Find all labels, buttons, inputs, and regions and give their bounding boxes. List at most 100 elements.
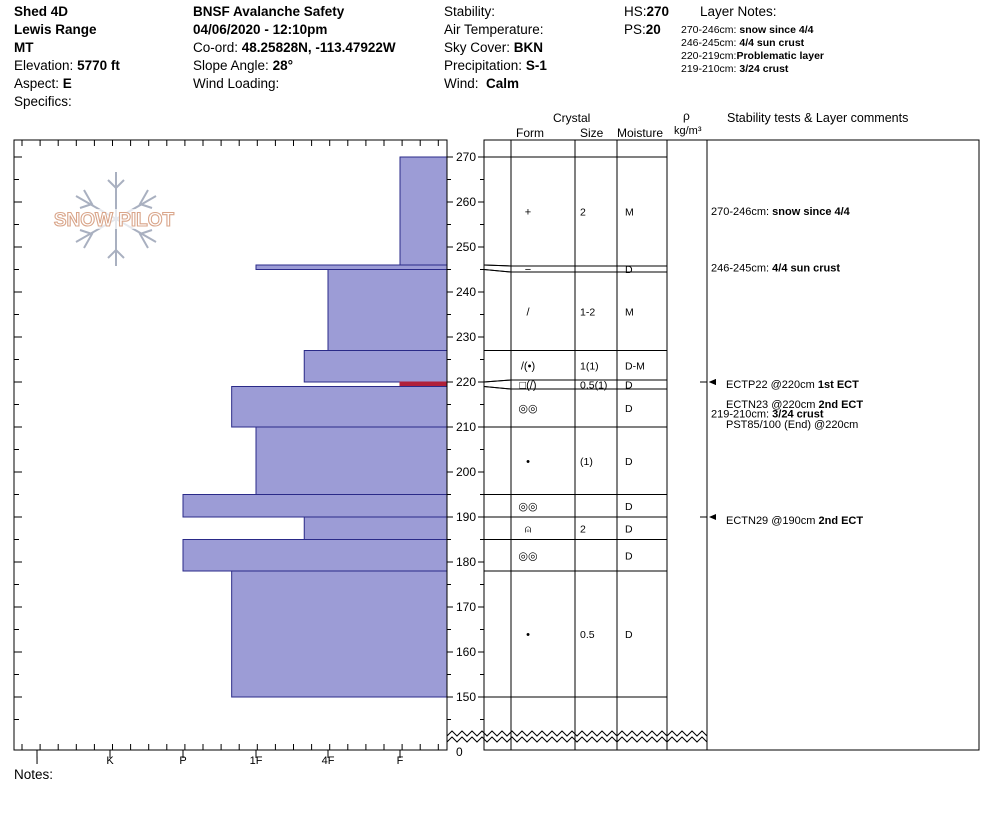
aspect-label: Aspect:: [14, 76, 60, 91]
crystal-size: 1(1): [580, 360, 599, 372]
layer-note-text: 3/24 crust: [739, 63, 789, 75]
coord-value: 48.25828N, -113.47922W: [241, 40, 396, 55]
range-name: Lewis Range: [14, 22, 97, 37]
aspect: Aspect: E: [14, 75, 72, 93]
moisture-value: D: [625, 403, 633, 415]
hs-value: 270: [646, 4, 670, 19]
depth-tick-label: 230: [456, 330, 476, 344]
crystal-size: 2: [580, 523, 586, 535]
hardness-bar: [303, 516, 448, 540]
crystal-form: −: [525, 264, 531, 276]
slope-value: 28°: [272, 58, 293, 73]
depth-tick-label: 180: [456, 555, 476, 569]
depth-tick-label: 210: [456, 420, 476, 434]
hardness-bar: [327, 269, 448, 351]
row-connector: [483, 264, 512, 267]
rho-header: ρ: [683, 109, 690, 123]
stability-test: ECTN29 @190cm 2nd ECT: [726, 515, 863, 527]
crystal-form: □(/): [519, 380, 536, 392]
depth-tick-label: 190: [456, 510, 476, 524]
hardness-bar: [303, 350, 448, 383]
coord-label: Co-ord:: [193, 40, 239, 55]
slope-angle: Slope Angle: 28°: [193, 57, 293, 75]
moisture-header: Moisture: [617, 126, 664, 140]
crystal-header: Crystal: [553, 111, 591, 125]
layer-note-text: Problematic layer: [736, 50, 824, 62]
ps-label: PS:: [624, 22, 646, 37]
layer-comment: 219-210cm: 3/24 crust: [711, 409, 824, 421]
layer-note-text: snow since 4/4: [739, 24, 814, 36]
moisture-value: D: [625, 264, 633, 276]
depth-tick-label: 160: [456, 645, 476, 659]
hardness-tick-label: K: [106, 755, 114, 767]
layer-comment: 270-246cm: snow since 4/4: [711, 206, 851, 218]
specifics-label: Specifics:: [14, 94, 72, 109]
depth-tick-label: 270: [456, 150, 476, 164]
layer-note-range: 220-219cm:: [681, 50, 737, 62]
crystal-table-frame: [483, 139, 708, 751]
stability-test-label: 1st ECT: [818, 379, 859, 391]
layer-comment-text: snow since 4/4: [772, 206, 851, 218]
moisture-value: M: [625, 207, 634, 219]
arrow-icon: [709, 379, 716, 385]
moisture-value: D: [625, 629, 633, 641]
layer-note: 246-245cm: 4/4 sun crust: [681, 37, 804, 50]
layer-note-range: 219-210cm:: [681, 63, 737, 75]
hardness-tick-label: P: [179, 755, 186, 767]
crystal-size: (1): [580, 456, 593, 468]
stability-test: PST85/100 (End) @220cm: [726, 419, 858, 431]
moisture-value: D: [625, 550, 633, 562]
crystal-form: ⍝: [525, 523, 532, 535]
moisture-value: D: [625, 456, 633, 468]
stability-test-label: 2nd ECT: [818, 399, 863, 411]
elevation-value: 5770 ft: [77, 58, 120, 73]
precipitation: Precipitation: S-1: [444, 57, 547, 75]
precip-label: Precipitation:: [444, 58, 523, 73]
hardness-bar: [182, 539, 448, 572]
crystal-form: /(•): [521, 360, 535, 372]
moisture-value: D: [625, 501, 633, 513]
size-header: Size: [580, 126, 604, 140]
wind: Wind: Calm: [444, 75, 519, 93]
crystal-form: ◎◎: [518, 403, 537, 415]
site-name: Shed 4D: [14, 4, 69, 19]
hardness-bar: [255, 264, 448, 270]
moisture-value: D: [625, 523, 633, 535]
layer-note: 219-210cm: 3/24 crust: [681, 63, 788, 76]
comments-frame: [706, 139, 980, 751]
depth-tick-label: 220: [456, 375, 476, 389]
layer-notes-label: Layer Notes:: [700, 4, 777, 19]
layer-note: 270-246cm: snow since 4/4: [681, 24, 814, 37]
coordinates: Co-ord: 48.25828N, -113.47922W: [193, 39, 396, 57]
moisture-value: D: [625, 380, 633, 392]
elevation-label: Elevation:: [14, 58, 74, 73]
break-line: [446, 736, 708, 743]
air-temp-label: Air Temperature:: [444, 22, 544, 37]
aspect-value: E: [62, 76, 72, 91]
organization: BNSF Avalanche Safety: [193, 4, 345, 19]
layer-note-range: 270-246cm:: [681, 24, 737, 36]
snow-pilot-logo: SNOW PILOT: [54, 210, 175, 231]
layer-comment-text: 3/24 crust: [772, 409, 824, 421]
stability-test: ECTP22 @220cm 1st ECT: [726, 379, 859, 391]
crystal-size: 0.5(1): [580, 380, 607, 392]
crystal-form: •: [526, 629, 530, 641]
layer-note-range: 246-245cm:: [681, 37, 737, 49]
layer-note-text: 4/4 sun crust: [739, 37, 805, 49]
break-line: [446, 730, 708, 737]
stability-label: Stability:: [444, 4, 496, 19]
crystal-size: 0.5: [580, 629, 595, 641]
hardness-tick-label: 4F: [322, 755, 335, 767]
hardness-tick-label: F: [397, 755, 404, 767]
crystal-size: 2: [580, 207, 586, 219]
hardness-tick-label: I: [35, 755, 38, 767]
layer-comment: 246-245cm: 4/4 sun crust: [711, 262, 840, 274]
comments-header: Stability tests & Layer comments: [727, 111, 909, 125]
sky-value: BKN: [513, 40, 544, 55]
depth-tick-label: 200: [456, 465, 476, 479]
crystal-form: +: [525, 207, 531, 219]
hardness-bar: [399, 156, 448, 266]
row-connector: [483, 386, 512, 390]
moisture-value: D-M: [625, 360, 645, 372]
